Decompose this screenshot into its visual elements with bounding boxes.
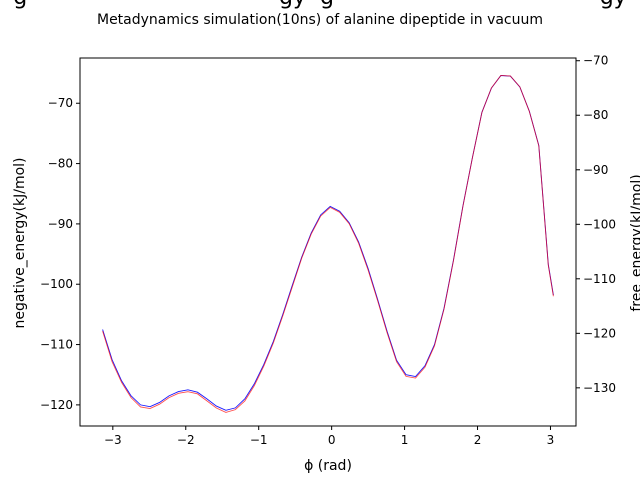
x-tick-label: 3 [547, 433, 555, 447]
left-y-axis: −70 −80 −90 −100 −110 −120 [40, 96, 80, 412]
right-y-tick-label: −110 [583, 272, 616, 286]
right-y-tick-label: −90 [583, 163, 608, 177]
series-lines [102, 74, 554, 413]
left-axis-series-line [102, 75, 554, 411]
x-axis-label: ϕ (rad) [304, 458, 352, 474]
x-tick-label: 1 [401, 433, 409, 447]
left-y-tick-label: −100 [40, 277, 73, 291]
x-tick-label: −2 [177, 433, 195, 447]
left-y-tick-label: −70 [48, 96, 73, 110]
x-tick-label: 2 [474, 433, 482, 447]
right-y-axis-label: free_energy(kJ/mol) [629, 174, 640, 311]
x-axis: −3 −2 −1 0 1 2 3 [104, 426, 554, 447]
x-tick-label: −1 [250, 433, 268, 447]
x-tick-label: −3 [104, 433, 122, 447]
suptitle-fragment: g gy g gy [13, 0, 626, 10]
left-y-axis-label: negative_energy(kJ/mol) [12, 158, 28, 329]
plot-area-frame [79, 57, 577, 427]
left-y-tick-label: −120 [40, 398, 73, 412]
left-y-tick-label: −90 [48, 217, 73, 231]
right-y-tick-label: −70 [583, 54, 608, 68]
left-y-tick-label: −110 [40, 338, 73, 352]
right-y-axis: −70 −80 −90 −100 −110 −120 −130 [576, 54, 616, 395]
x-tick-label: 0 [328, 433, 336, 447]
chart-title: Metadynamics simulation(10ns) of alanine… [97, 12, 543, 28]
right-y-tick-label: −130 [583, 381, 616, 395]
left-y-tick-label: −80 [48, 157, 73, 171]
right-axis-series-line [102, 74, 554, 413]
right-y-tick-label: −100 [583, 217, 616, 231]
right-y-tick-label: −120 [583, 326, 616, 340]
right-y-tick-label: −80 [583, 108, 608, 122]
